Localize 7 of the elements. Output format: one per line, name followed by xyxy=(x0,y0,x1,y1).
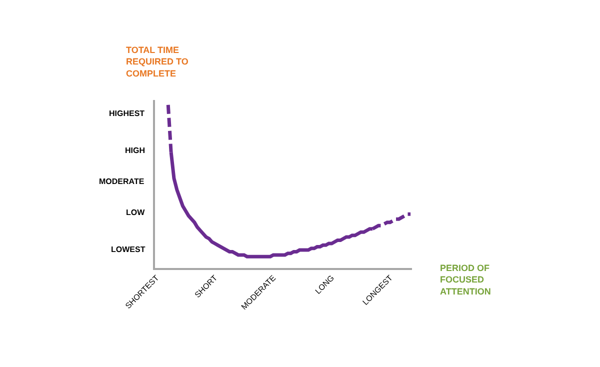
text: LOWEST xyxy=(111,245,146,254)
text: LOW xyxy=(126,208,146,217)
text: MODERATE xyxy=(99,177,145,186)
text: TOTAL TIME REQUIRED TO COMPLETE xyxy=(126,45,188,78)
x-axis-title: PERIOD OF FOCUSED ATTENTION xyxy=(440,263,491,296)
text: HIGHEST xyxy=(109,109,145,118)
text: HIGH xyxy=(125,146,146,155)
